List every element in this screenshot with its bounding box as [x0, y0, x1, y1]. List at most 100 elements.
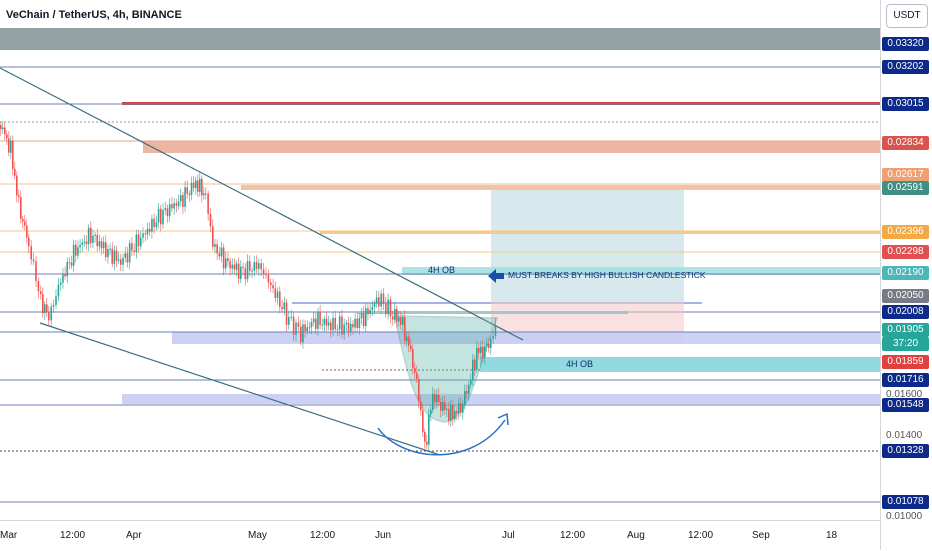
candle-body [416, 372, 418, 379]
candle-body [352, 323, 354, 328]
candle-body [382, 293, 385, 304]
candle-body [195, 180, 197, 189]
price-label: 0.03320 [882, 37, 929, 51]
candle-body [40, 291, 42, 295]
candle-body [180, 195, 182, 202]
time-axis-label: 12:00 [310, 530, 336, 541]
candle-body [362, 313, 365, 327]
candle-body [16, 175, 18, 196]
candle-body [367, 308, 369, 314]
candle-body [356, 318, 359, 328]
price-label: 0.02591 [882, 181, 929, 195]
candle-body [334, 317, 337, 330]
candle-body [315, 318, 317, 329]
candle-body [122, 257, 124, 265]
candle-body [430, 409, 432, 415]
candle-body [400, 317, 402, 325]
candle-body [484, 346, 486, 358]
candle-body [290, 316, 292, 318]
candle-body [128, 243, 131, 263]
target-box [491, 190, 684, 302]
candle-body [201, 178, 203, 196]
price-label: 0.01328 [882, 444, 929, 458]
candle-body [55, 296, 57, 305]
candle-body [126, 253, 129, 263]
level-line-02396 [320, 231, 880, 234]
candle-body [454, 410, 456, 420]
candle-body [142, 233, 144, 238]
candle-body [486, 343, 488, 347]
candle-body [190, 182, 193, 196]
candle-body [48, 312, 50, 321]
time-axis-label: 18 [826, 530, 838, 541]
candle-body [60, 282, 62, 285]
candle-body [450, 405, 452, 421]
projection-arrowhead [497, 412, 509, 426]
candle-body [18, 195, 20, 198]
candle-body [270, 282, 272, 286]
candle-body [474, 359, 476, 370]
candle-body [462, 404, 464, 413]
candle-body [4, 127, 6, 135]
price-label: 0.02190 [882, 266, 929, 280]
candle-body [281, 306, 283, 310]
candle-body [253, 262, 256, 271]
candle-body [235, 263, 238, 270]
candle-body [444, 402, 446, 411]
candle-body [166, 208, 169, 217]
candle-body [57, 284, 60, 297]
candle-body [90, 227, 92, 243]
candle-body [220, 247, 223, 257]
candle-body [12, 140, 14, 169]
candle-body [111, 248, 114, 264]
candle-body [26, 225, 28, 238]
candle-body [365, 308, 367, 327]
candle-body [389, 299, 392, 317]
price-label: 0.03202 [882, 60, 929, 74]
candle-body [321, 324, 324, 326]
candle-body [50, 306, 52, 321]
candle-body [358, 318, 361, 328]
candle-body [426, 441, 428, 445]
candle-body [148, 228, 151, 232]
price-label: 0.01716 [882, 373, 929, 387]
candle-body [83, 241, 86, 243]
candle-body [222, 247, 225, 269]
candle-body [162, 209, 164, 225]
time-axis-label: Apr [126, 530, 142, 541]
candle-body [387, 299, 389, 315]
demand-zone-upper [172, 332, 880, 344]
time-axis-label: 12:00 [560, 530, 586, 541]
entry-line [358, 311, 628, 314]
candle-body [338, 316, 341, 330]
chart-drawing[interactable]: 4H OB MUST BREAKS BY HIGH BULLISH CANDLE… [0, 0, 880, 520]
candle-body [30, 246, 32, 260]
time-axis-label: Sep [752, 530, 770, 541]
time-axis-label: Mar [0, 530, 18, 541]
candle-body [207, 193, 209, 214]
candle-body [237, 263, 240, 279]
chart-canvas[interactable]: 4H OB MUST BREAKS BY HIGH BULLISH CANDLE… [0, 0, 880, 520]
currency-button[interactable]: USDT [886, 4, 928, 28]
candle-body [175, 203, 178, 206]
candle-body [434, 393, 436, 403]
candle-body [350, 323, 352, 332]
time-axis-label: 12:00 [60, 530, 86, 541]
candle-body [456, 410, 458, 414]
price-label: 0.01905 [882, 323, 929, 337]
symbol-title[interactable]: VeChain / TetherUS, 4h, BINANCE [6, 9, 182, 21]
candle-body [44, 304, 46, 314]
time-axis[interactable] [0, 520, 880, 551]
candle-body [102, 242, 105, 249]
price-axis-tick: 0.01000 [886, 511, 923, 522]
candle-body [310, 322, 313, 328]
candle-body [394, 308, 396, 320]
candle-body [227, 258, 229, 262]
candle-body [285, 302, 288, 325]
price-label: 37:20 [882, 337, 929, 351]
candle-body [52, 304, 55, 307]
candle-body [81, 242, 84, 246]
candle-body [177, 201, 180, 206]
candle-body [292, 316, 295, 335]
price-label: 0.02396 [882, 225, 929, 239]
